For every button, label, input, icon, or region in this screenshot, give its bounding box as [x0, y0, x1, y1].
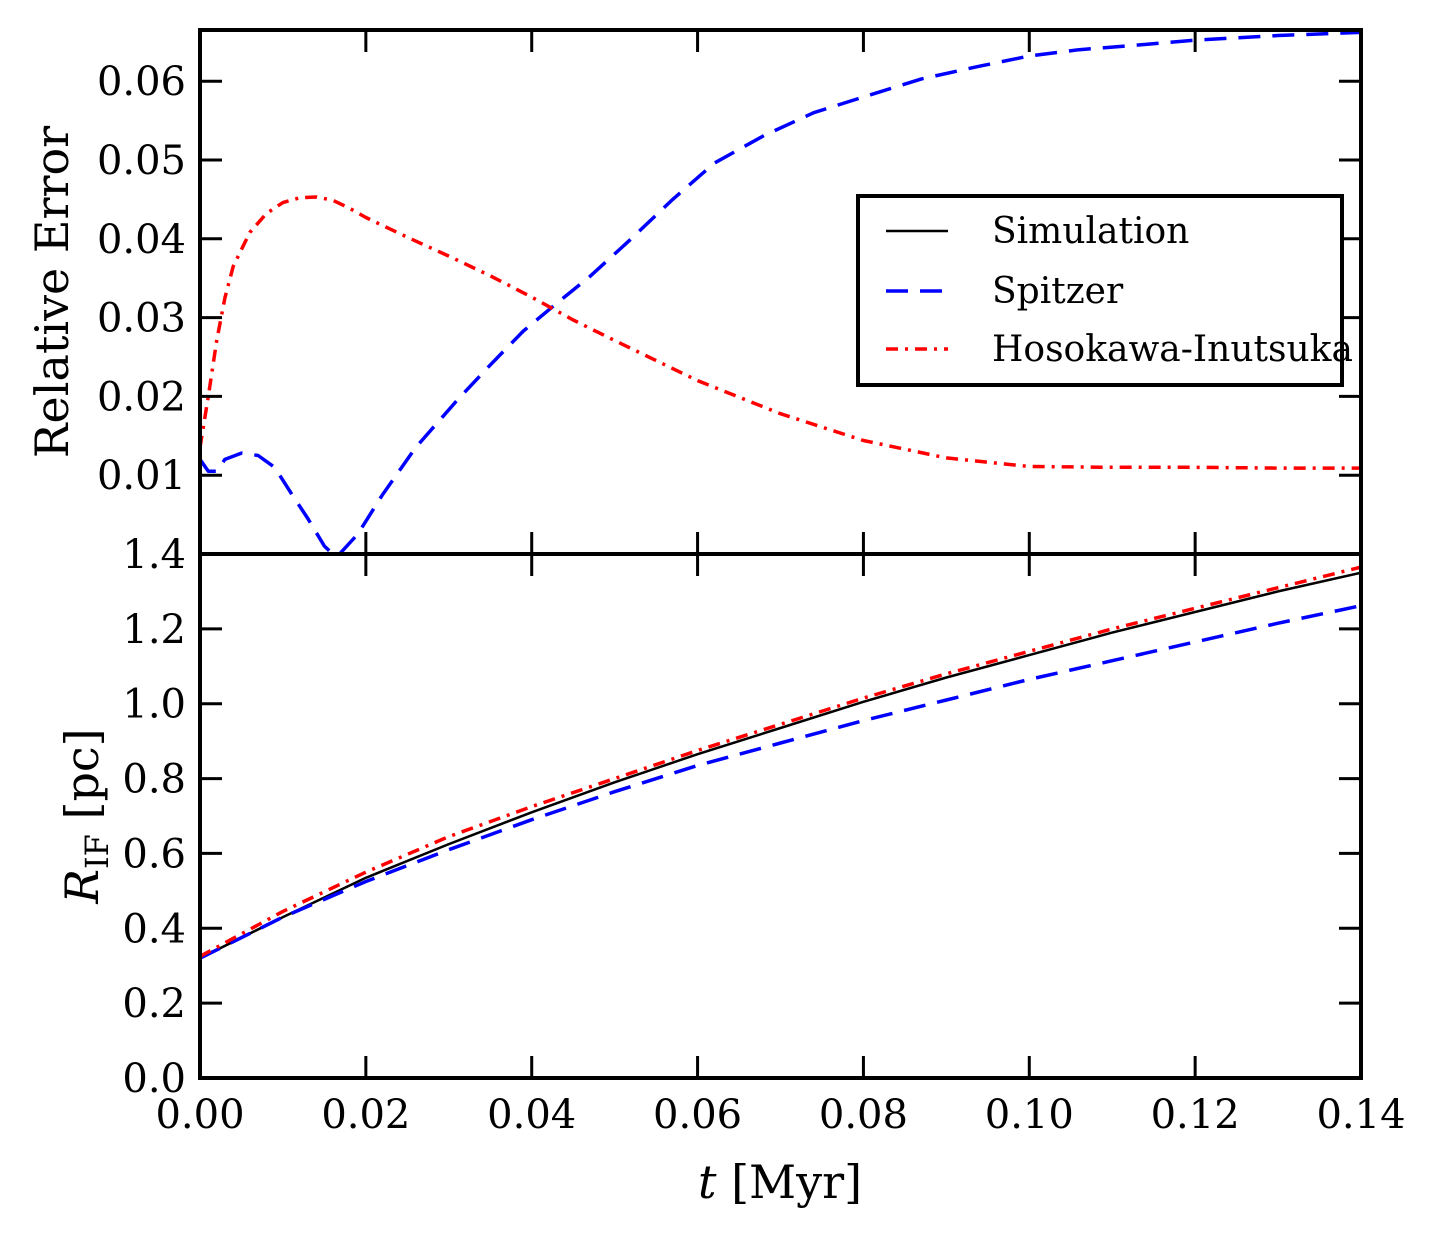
- top-y-tick-label: 0.02: [97, 374, 186, 420]
- top-y-axis-label: Relative Error: [25, 126, 79, 458]
- legend: Simulation Spitzer Hosokawa-Inutsuka: [856, 194, 1353, 387]
- top-y-tick-label: 0.03: [97, 296, 186, 342]
- x-tick-label: 0.02: [321, 1092, 410, 1138]
- top-series-spitzer: [200, 30, 1361, 554]
- x-tick-label: 0.04: [487, 1092, 576, 1138]
- x-tick-label: 0.08: [819, 1092, 908, 1138]
- bottom-y-tick-label: 0.0: [122, 1056, 186, 1102]
- x-tick-label: 0.10: [985, 1092, 1074, 1138]
- bottom-series-simulation: [200, 571, 1361, 960]
- bottom-y-tick-label: 1.4: [122, 532, 186, 578]
- bottom-y-tick-label: 0.6: [122, 831, 186, 877]
- x-axis-label: t [Myr]: [698, 1155, 862, 1209]
- legend-label-simulation: Simulation: [992, 211, 1189, 252]
- bottom-y-tick-label: 0.8: [122, 757, 186, 803]
- top-y-tick-label: 0.05: [97, 138, 186, 184]
- top-y-tick-label: 0.04: [97, 217, 186, 263]
- bottom-y-tick-label: 0.4: [122, 906, 186, 952]
- legend-label-hosokawa-inutsuka: Hosokawa-Inutsuka: [992, 329, 1353, 370]
- x-tick-label: 0.00: [155, 1092, 244, 1138]
- bottom-y-axis-label: RIF [pc]: [55, 728, 116, 904]
- top-series-hosokawa-inutsuka: [200, 195, 1361, 470]
- x-tick-label: 0.14: [1316, 1092, 1405, 1138]
- top-panel: 0.010.020.030.040.050.06 Relative Error …: [25, 28, 1363, 556]
- bottom-series-spitzer: [200, 603, 1361, 960]
- legend-label-spitzer: Spitzer: [992, 271, 1124, 312]
- bottom-y-axis-label-var: R: [55, 869, 109, 905]
- bottom-y-tick-label: 1.0: [122, 682, 186, 728]
- top-y-tick-label: 0.01: [97, 453, 186, 499]
- bottom-y-axis-label-unit: [pc]: [55, 728, 109, 834]
- x-axis-label-unit: [Myr]: [716, 1155, 862, 1209]
- bottom-panel-frame: [198, 552, 1363, 1080]
- x-axis-label-var: t: [698, 1155, 717, 1209]
- x-tick-label: 0.12: [1151, 1092, 1240, 1138]
- top-ticks-group: 0.01 0.02 0.03 0.04 0.05 0.06: [97, 30, 1363, 554]
- bottom-y-tick-label: 1.2: [122, 607, 186, 653]
- bottom-panel: 0.00 0.02 0.04 0.06 0.08 0.10 0.12 0.14 0.0 0.2 0.…: [55, 532, 1406, 1209]
- x-tick-label: 0.06: [653, 1092, 742, 1138]
- top-series-group: [200, 30, 1361, 554]
- bottom-y-axis-label-sub: IF: [78, 834, 116, 869]
- bottom-series-hosokawa-inutsuka: [200, 565, 1361, 958]
- bottom-ticks-group: 0.00 0.02 0.04 0.06 0.08 0.10 0.12 0.14 0.0 0.2 0.…: [122, 532, 1405, 1138]
- top-y-tick-label: 0.06: [97, 59, 186, 105]
- bottom-series-group: [200, 565, 1361, 960]
- bottom-y-tick-label: 0.2: [122, 981, 186, 1027]
